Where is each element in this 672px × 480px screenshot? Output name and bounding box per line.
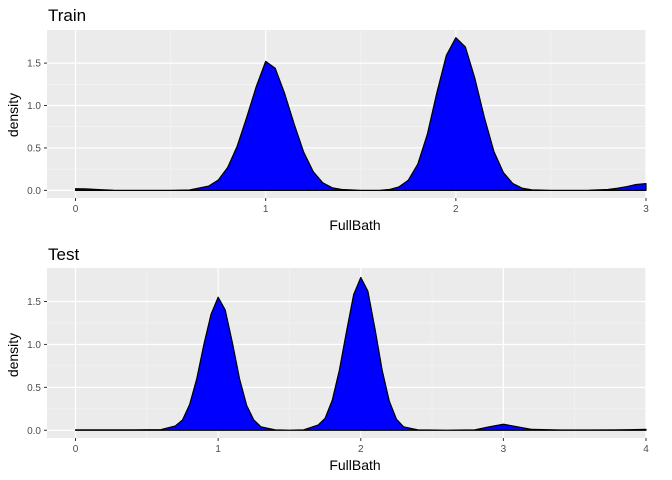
test-x-tick-label: 4 bbox=[643, 444, 649, 455]
train-x-axis-title: FullBath bbox=[329, 217, 380, 233]
train-y-tick-label: 0.5 bbox=[27, 143, 41, 154]
train-plot-background bbox=[47, 30, 646, 198]
train-chart-title: Train bbox=[48, 6, 86, 25]
train-density-panel: Train 0.0 0.5 1.0 1.5 0 1 2 3 FullBath density bbox=[5, 6, 649, 233]
test-x-axis-title: FullBath bbox=[329, 457, 380, 473]
train-y-axis-title: density bbox=[5, 93, 21, 137]
train-density-marks bbox=[74, 37, 647, 191]
test-chart-title: Test bbox=[48, 245, 79, 264]
test-x-tick-label: 3 bbox=[501, 444, 507, 455]
test-y-tick-label: 1.5 bbox=[27, 297, 41, 308]
train-x-axis: 0 1 2 3 bbox=[73, 198, 649, 215]
train-x-tick-label: 3 bbox=[643, 204, 649, 215]
train-y-tick-label: 1.0 bbox=[27, 101, 41, 112]
test-y-tick-label: 0.0 bbox=[27, 426, 41, 437]
test-x-axis: 0 1 2 3 4 bbox=[73, 438, 649, 455]
train-y-axis: 0.0 0.5 1.0 1.5 bbox=[27, 59, 47, 197]
test-x-tick-label: 2 bbox=[358, 444, 364, 455]
train-x-tick-label: 1 bbox=[263, 204, 269, 215]
train-x-tick-label: 2 bbox=[453, 204, 459, 215]
test-density-panel: Test 0.0 0.5 1.0 1.5 0 1 2 3 4 FullBath density bbox=[5, 245, 649, 473]
test-density-marks bbox=[74, 276, 647, 431]
train-y-tick-label: 0.0 bbox=[27, 186, 41, 197]
train-y-tick-label: 1.5 bbox=[27, 59, 41, 70]
test-y-tick-label: 0.5 bbox=[27, 383, 41, 394]
test-x-tick-label: 1 bbox=[215, 444, 221, 455]
test-y-axis: 0.0 0.5 1.0 1.5 bbox=[27, 297, 47, 437]
test-y-axis-title: density bbox=[5, 333, 21, 377]
test-density-area bbox=[74, 276, 647, 431]
train-density-area bbox=[74, 37, 647, 191]
train-x-tick-label: 0 bbox=[73, 204, 79, 215]
test-x-tick-label: 0 bbox=[73, 444, 79, 455]
test-y-tick-label: 1.0 bbox=[27, 340, 41, 351]
